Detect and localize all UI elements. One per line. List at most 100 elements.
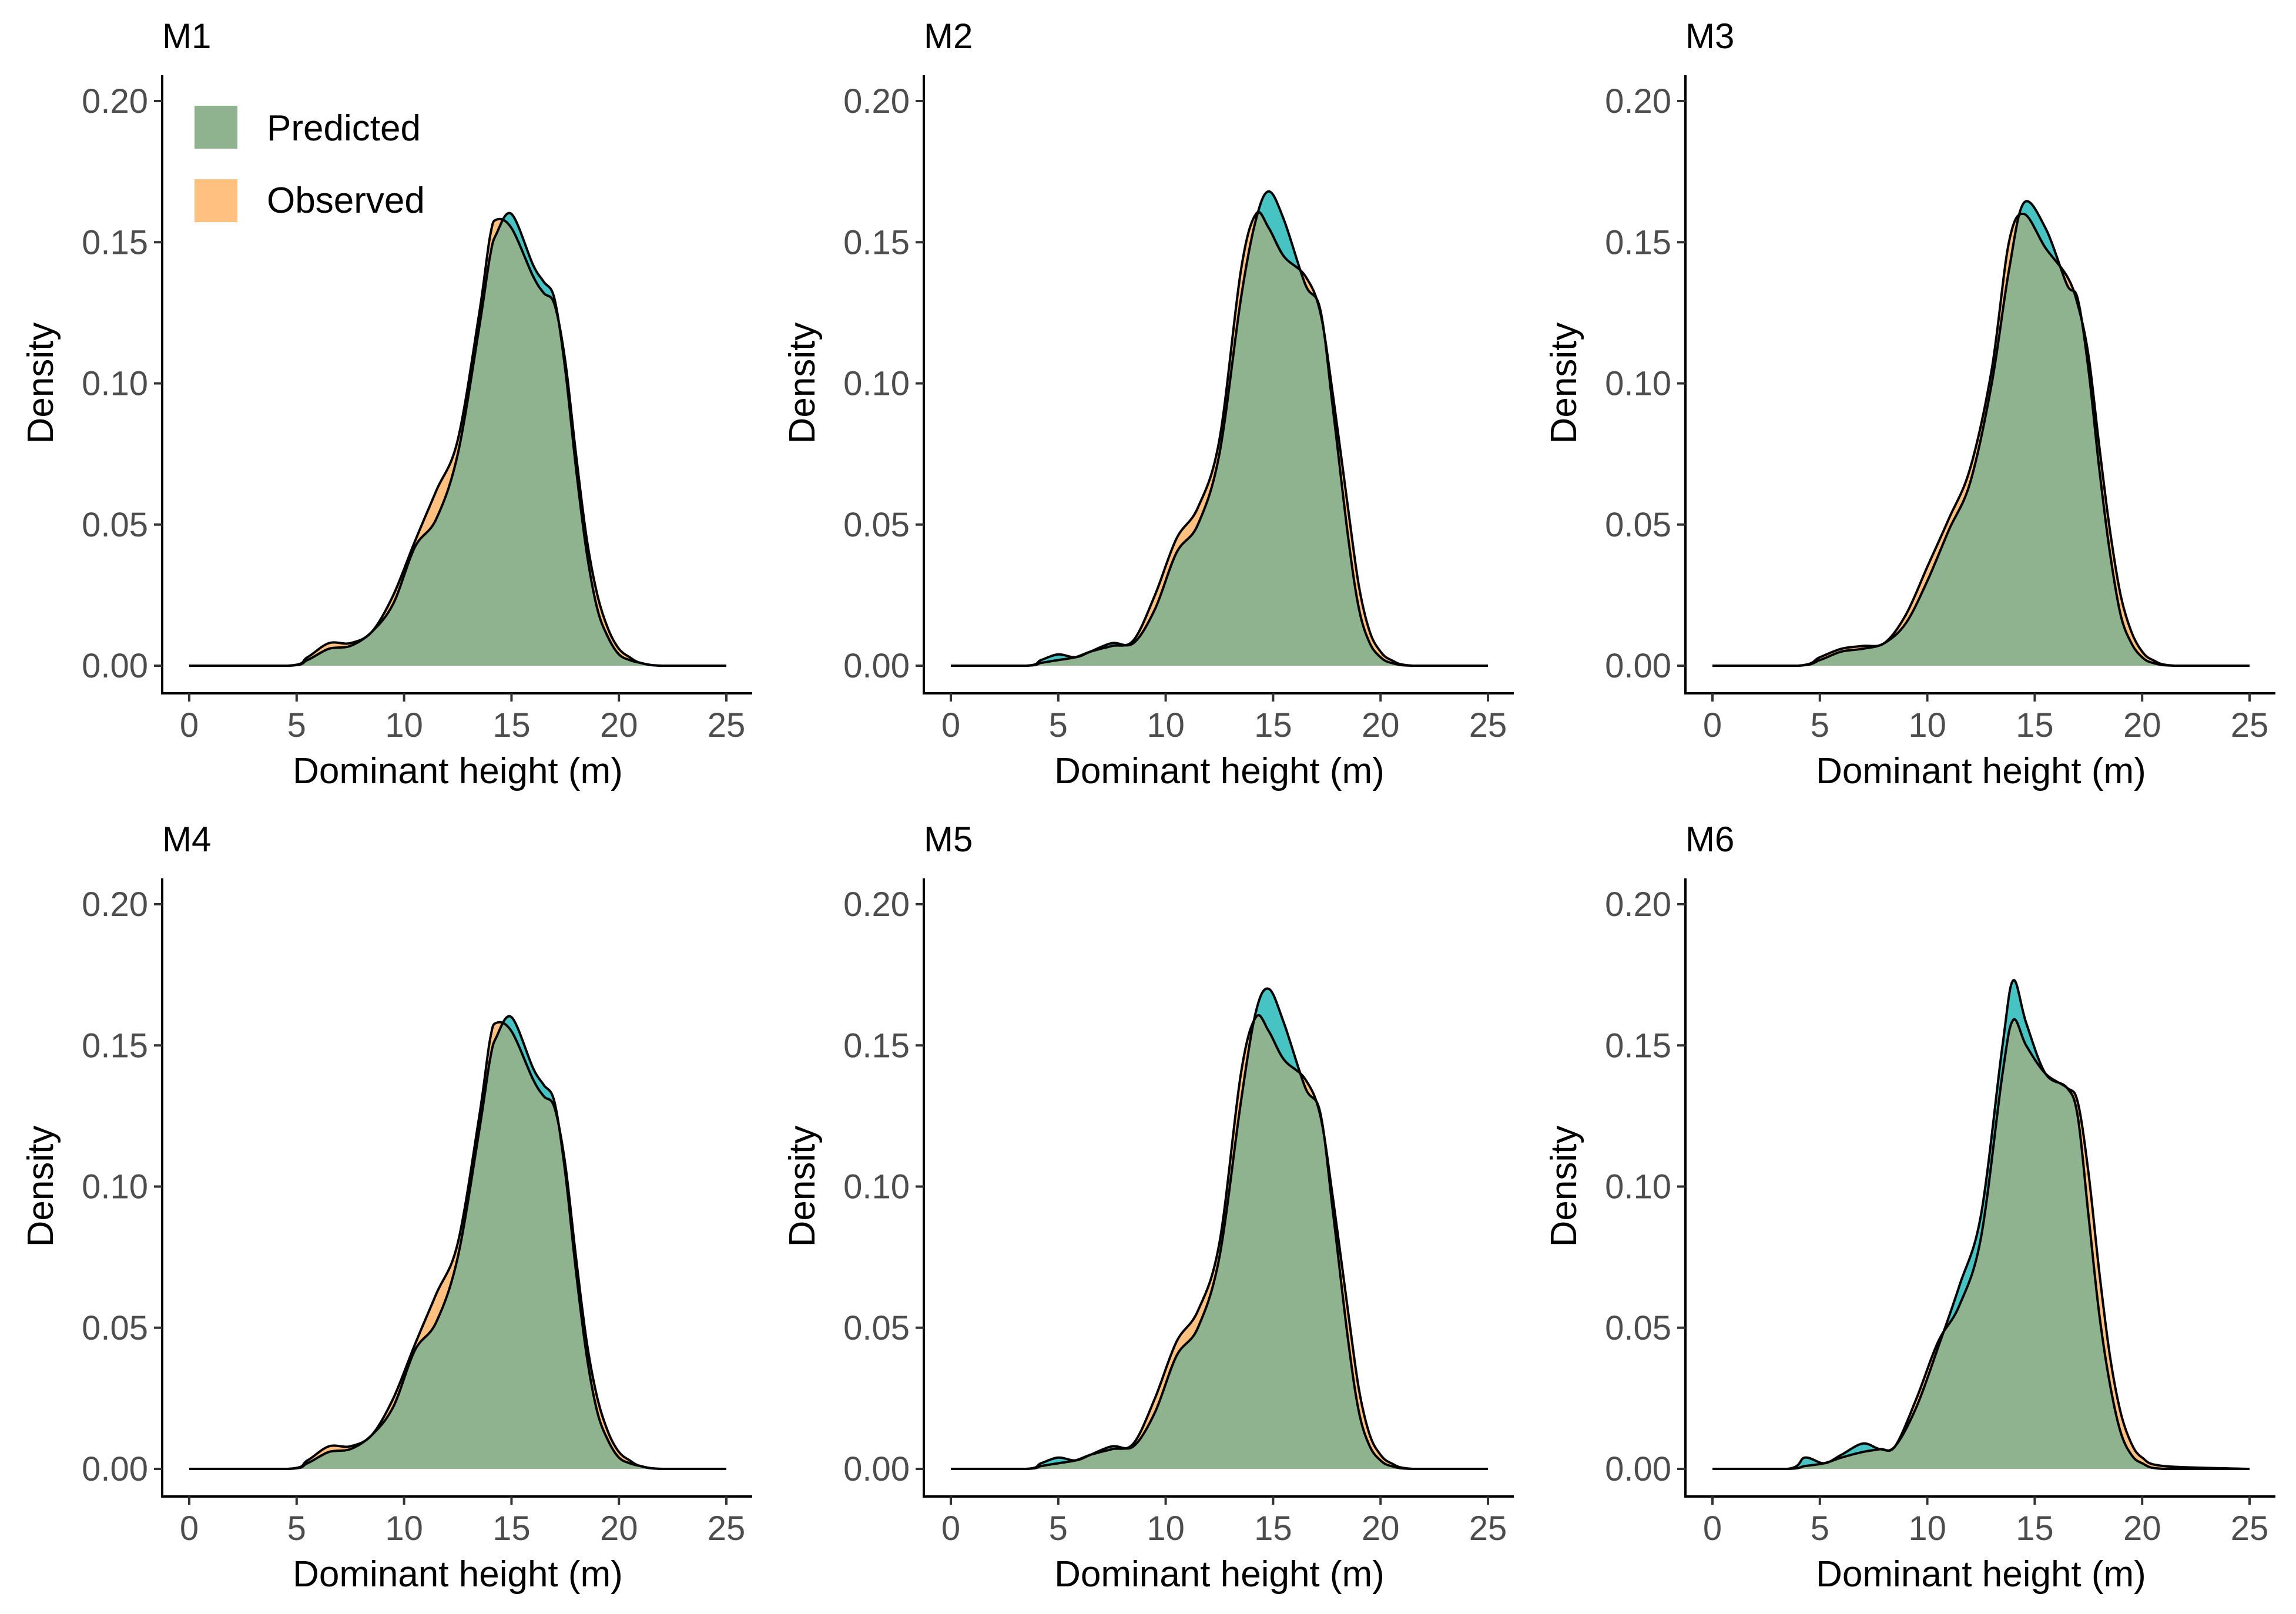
x-tick-label: 15: [492, 1509, 531, 1548]
x-tick-label: 5: [1049, 1509, 1068, 1548]
y-axis-title: Density: [21, 323, 61, 444]
y-tick-label: 0.00: [1605, 647, 1671, 685]
predicted-density-line: [189, 1015, 726, 1470]
y-tick-label: 0.10: [1605, 365, 1671, 403]
x-tick-label: 20: [600, 1509, 638, 1548]
x-axis-title: Dominant height (m): [1054, 1554, 1385, 1595]
x-axis-title: Dominant height (m): [1816, 751, 2146, 791]
panel-title: M4: [162, 820, 211, 859]
overlap-density-area: [189, 219, 726, 666]
y-tick-label: 0.15: [1605, 1026, 1671, 1065]
overlap-density-area: [189, 1022, 726, 1469]
x-tick-label: 0: [941, 1509, 960, 1548]
legend-predicted-label: Predicted: [267, 108, 421, 149]
panel-title: M2: [924, 16, 973, 56]
y-tick-label: 0.05: [843, 1309, 910, 1347]
y-axis-title: Density: [782, 323, 823, 444]
y-tick-label: 0.05: [1605, 1309, 1671, 1347]
x-tick-label: 20: [1362, 706, 1400, 744]
x-tick-label: 25: [2231, 1509, 2269, 1548]
x-tick-label: 25: [2231, 706, 2269, 744]
panel-m5: M5 0.00 0.05 0.10 0.15 0.20 0 5 10 15 20 25 Dominant…: [782, 820, 1514, 1595]
predicted-density-line: [951, 987, 1488, 1470]
y-axis-title: Density: [1544, 323, 1584, 444]
y-tick-label: 0.00: [843, 647, 910, 685]
y-tick-label: 0.20: [1605, 82, 1671, 120]
panel-m4: M4 0.00 0.05 0.10 0.15 0.20 0 5 10 15 20 25 Dominant…: [21, 820, 752, 1595]
panel-m2: M2 0.00 0.05 0.10 0.15 0.20 0 5 10 15 20 25 Dominant…: [782, 16, 1514, 791]
x-tick-label: 10: [385, 1509, 423, 1548]
y-axis-title: Density: [782, 1126, 823, 1247]
y-tick-label: 0.05: [843, 506, 910, 544]
x-tick-label: 5: [287, 1509, 306, 1548]
y-tick-label: 0.10: [82, 365, 148, 403]
predicted-density-line: [1712, 200, 2250, 667]
x-tick-label: 20: [600, 706, 638, 744]
y-tick-label: 0.00: [843, 1450, 910, 1488]
y-tick-label: 0.15: [1605, 223, 1671, 261]
legend: Predicted Observed: [195, 106, 425, 222]
y-tick-label: 0.05: [1605, 506, 1671, 544]
panel-m6: M6 0.00 0.05 0.10 0.15 0.20 0 5 10 15 20 25 Dominant…: [1544, 820, 2275, 1595]
y-tick-label: 0.05: [82, 506, 148, 544]
observed-density-line: [1712, 213, 2250, 667]
y-tick-label: 0.15: [82, 223, 148, 261]
x-tick-label: 0: [180, 706, 199, 744]
y-axis-title: Density: [1544, 1126, 1584, 1247]
y-tick-label: 0.10: [1605, 1168, 1671, 1206]
x-tick-label: 0: [180, 1509, 199, 1548]
x-tick-label: 25: [1469, 1509, 1507, 1548]
x-tick-label: 5: [1049, 706, 1068, 744]
y-tick-label: 0.05: [82, 1309, 148, 1347]
y-tick-label: 0.10: [843, 1168, 910, 1206]
y-tick-label: 0.20: [843, 82, 910, 120]
x-axis-title: Dominant height (m): [1816, 1554, 2146, 1595]
x-tick-label: 15: [492, 706, 531, 744]
y-tick-label: 0.10: [82, 1168, 148, 1206]
y-axis-title: Density: [21, 1126, 61, 1247]
panel-m3: M3 0.00 0.05 0.10 0.15 0.20 0 5 10 15 20 25 Dominant…: [1544, 16, 2275, 791]
x-axis-title: Dominant height (m): [293, 751, 623, 791]
x-tick-label: 10: [385, 706, 423, 744]
legend-observed-label: Observed: [267, 180, 425, 221]
y-tick-label: 0.15: [843, 1026, 910, 1065]
x-tick-label: 10: [1908, 1509, 1946, 1548]
y-tick-label: 0.15: [843, 223, 910, 261]
x-tick-label: 0: [941, 706, 960, 744]
x-tick-label: 25: [708, 706, 746, 744]
predicted-density-area: [1712, 980, 2250, 1469]
observed-density-line: [1712, 1018, 2250, 1470]
x-tick-label: 10: [1908, 706, 1946, 744]
x-tick-label: 15: [1254, 1509, 1292, 1548]
x-tick-label: 5: [287, 706, 306, 744]
legend-observed-swatch: [195, 179, 237, 222]
overlap-density-area: [1712, 213, 2250, 666]
x-tick-label: 20: [1362, 1509, 1400, 1548]
y-tick-label: 0.00: [82, 647, 148, 685]
overlap-density-area: [951, 212, 1488, 666]
legend-predicted-swatch: [195, 106, 237, 149]
x-tick-label: 10: [1147, 1509, 1185, 1548]
panel-title: M3: [1685, 16, 1734, 56]
x-tick-label: 20: [2123, 1509, 2161, 1548]
predicted-density-line: [1712, 979, 2250, 1470]
x-tick-label: 15: [2016, 706, 2054, 744]
x-tick-label: 10: [1147, 706, 1185, 744]
panel-title: M1: [162, 16, 211, 56]
x-tick-label: 5: [1811, 1509, 1829, 1548]
x-tick-label: 15: [1254, 706, 1292, 744]
x-tick-label: 15: [2016, 1509, 2054, 1548]
x-tick-label: 5: [1811, 706, 1829, 744]
x-tick-label: 25: [708, 1509, 746, 1548]
y-tick-label: 0.20: [82, 885, 148, 924]
y-tick-label: 0.00: [1605, 1450, 1671, 1488]
x-tick-label: 20: [2123, 706, 2161, 744]
x-axis-title: Dominant height (m): [1054, 751, 1385, 791]
overlap-density-area: [951, 1015, 1488, 1469]
y-tick-label: 0.10: [843, 365, 910, 403]
x-tick-label: 0: [1703, 1509, 1722, 1548]
y-tick-label: 0.15: [82, 1026, 148, 1065]
y-tick-label: 0.20: [1605, 885, 1671, 924]
